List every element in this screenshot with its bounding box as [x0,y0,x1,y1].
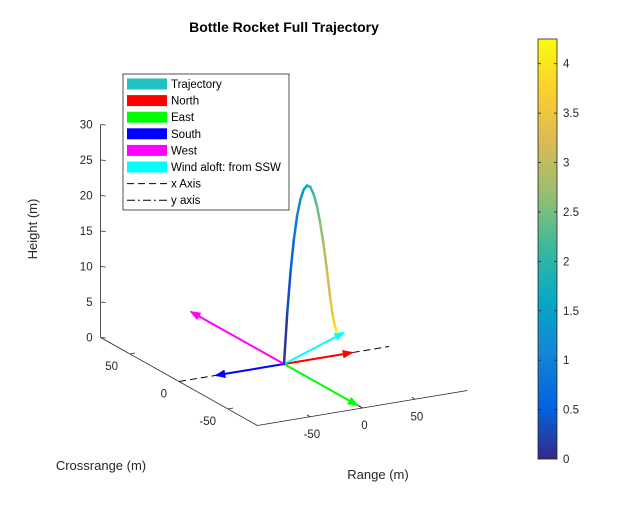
colorbar: 0 0.5 1 1.5 2 2.5 3 3.5 4 [537,38,579,466]
legend-label: North [171,96,199,108]
colorbar-tick-label: 3 [563,158,569,170]
trajectory-segment [315,204,322,225]
chart-title: Bottle Rocket Full Trajectory [189,19,379,35]
colorbar-gradient [537,38,558,460]
trajectory-segment [282,311,289,366]
legend-swatch [127,161,167,173]
trajectory-segment [318,221,325,245]
south-arrowhead [214,369,226,378]
x-axis-reference-line [178,346,390,382]
y-tick-label: -50 [199,416,216,428]
y-axis-label: Crossrange (m) [56,458,146,473]
y-tick-label: 50 [105,361,118,373]
z-tick [100,195,106,197]
legend-label: Trajectory [171,79,222,91]
z-tick [100,301,106,303]
wind-aloft-vector [283,331,345,365]
legend-box [122,73,290,211]
x-tick-label: 50 [411,411,424,423]
x-tick [411,396,416,400]
legend-swatch [127,144,167,156]
z-tick [100,266,106,268]
z-tick [100,159,106,161]
legend-swatch [127,78,167,90]
legend: Trajectory North East South West Wind aloft: … [122,73,290,211]
x-tick-label: 0 [361,420,367,432]
east-arrowhead [347,396,359,406]
colorbar-tick-label: 0 [563,454,569,466]
y-tick-label: 0 [161,389,167,401]
trajectory-segment [292,214,299,241]
trajectory-segment [322,242,329,270]
z-tick-label: 15 [80,226,93,238]
legend-label: y axis [171,195,201,207]
south-vector [215,363,285,377]
colorbar-tick-label: 4 [563,59,570,71]
z-tick [100,337,106,339]
legend-swatch [127,111,167,123]
z-tick-label: 20 [80,191,93,203]
z-tick-label: 0 [86,333,92,345]
trajectory-segment [286,270,292,314]
trajectory-segment [334,328,338,334]
legend-label: South [171,129,201,141]
direction-vectors [189,310,359,407]
colorbar-tick-label: 2.5 [563,207,579,219]
z-tick-label: 5 [86,297,92,309]
legend-label: x Axis [171,179,201,191]
trajectory-segment [309,185,315,196]
z-tick [100,124,106,126]
west-vector [190,310,285,365]
x-tick [306,414,311,418]
colorbar-tick-label: 1.5 [563,306,579,318]
colorbar-tick-label: 3.5 [563,108,579,120]
trajectory-segment [289,238,296,273]
west-arrowhead [189,311,202,321]
x-tick-label: -50 [304,429,321,441]
trajectory-segment [331,314,336,327]
trajectory-curve [282,184,338,366]
y-tick [178,380,185,382]
y-tick [227,407,234,410]
z-axis-label: Height (m) [25,199,40,260]
wind-aloft-arrowhead [333,331,346,341]
colorbar-tick-label: 0.5 [563,405,579,417]
axis-ticks: 0 5 10 15 20 25 30 -50 0 50 -50 0 50 [80,120,423,441]
legend-label: Wind aloft: from SSW [171,162,281,174]
trajectory-segment [295,198,302,217]
x-tick [359,405,363,409]
trajectory-segment [325,267,332,298]
east-vector [283,363,358,407]
z-tick [100,230,106,232]
legend-label: West [171,145,198,157]
colorbar-tick-label: 1 [563,355,569,367]
north-arrowhead [342,350,354,359]
trajectory-segment [328,295,334,317]
y-tick [129,352,136,355]
z-tick-label: 25 [80,155,93,167]
legend-label: East [171,112,195,124]
x-axis-label: Range (m) [347,467,408,482]
z-tick-label: 30 [80,120,93,132]
north-vector [283,351,353,365]
trajectory-segment [312,193,319,208]
colorbar-tick-label: 2 [563,256,569,268]
legend-swatch [127,128,167,140]
trajectory-segment [299,188,305,201]
z-tick-label: 10 [80,262,93,274]
legend-swatch [127,95,167,107]
